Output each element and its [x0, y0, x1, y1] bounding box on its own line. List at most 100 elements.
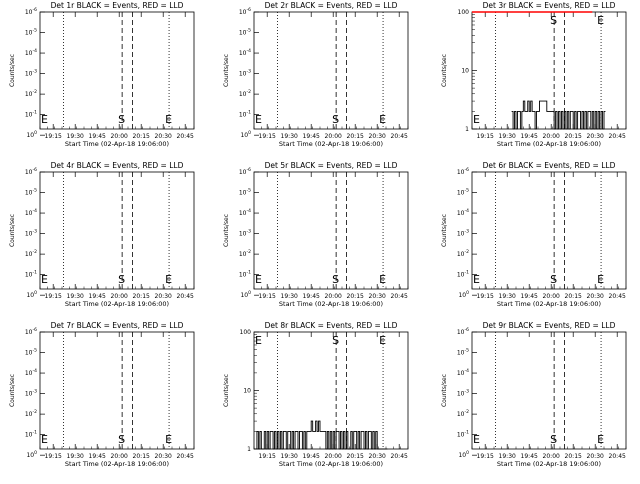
y-tick-label: 10-4 [25, 368, 37, 377]
x-tick-label: 20:30 [369, 293, 386, 300]
x-tick-label: 20:45 [177, 453, 194, 460]
y-tick-label: 100 [26, 130, 37, 139]
panel-det-9: Det 9r BLACK = Events, RED = LLD 100 10-1 1… [441, 321, 627, 468]
start-e-marker: E [41, 433, 48, 446]
y-axis-label: Counts/sec [441, 374, 448, 407]
panel-title: Det 9r BLACK = Events, RED = LLD [483, 321, 616, 330]
y-tick-label: 10-5 [457, 348, 469, 357]
y-tick-label: 10-3 [457, 229, 469, 238]
y-tick-label: 10-6 [457, 327, 469, 336]
plot-frame [253, 11, 409, 130]
y-tick-label: 100 [240, 329, 252, 336]
x-axis-label: Start Time (02-Apr-18 19:06:00) [279, 140, 383, 148]
y-tick-label: 1 [247, 446, 251, 453]
y-tick-label: 10-1 [25, 110, 37, 119]
y-tick-label: 10-4 [457, 208, 469, 217]
x-tick-label: 20:00 [111, 453, 128, 460]
panel-title: Det 6r BLACK = Events, RED = LLD [483, 161, 616, 170]
x-axis-label: Start Time (02-Apr-18 19:06:00) [65, 300, 169, 308]
panel-det-4: Det 4r BLACK = Events, RED = LLD 100 10-1 1… [9, 161, 195, 308]
y-tick-label: 100 [458, 290, 469, 299]
y-tick-label: 10-5 [25, 348, 37, 357]
x-tick-label: 19:30 [499, 453, 516, 460]
y-tick-label: 10-3 [457, 389, 469, 398]
x-tick-label: 19:45 [521, 453, 538, 460]
panel-det-3: Det 3r BLACK = Events, RED = LLD 1 10 100 Co… [441, 1, 627, 148]
x-tick-label: 19:45 [89, 453, 106, 460]
panel-title: Det 2r BLACK = Events, RED = LLD [265, 1, 398, 10]
x-tick-label: 19:45 [303, 453, 320, 460]
s-marker: S [118, 433, 125, 446]
x-tick-label: 20:30 [369, 453, 386, 460]
e-marker: E [379, 273, 386, 286]
e-marker: E [379, 334, 386, 347]
y-tick-label: 10-1 [457, 430, 469, 439]
x-axis-label: Start Time (02-Apr-18 19:06:00) [497, 460, 601, 468]
y-tick-label: 10-6 [25, 327, 37, 336]
panel-det-1: Det 1r BLACK = Events, RED = LLD 100 10-1 1… [9, 1, 195, 148]
start-e-marker: E [255, 113, 262, 126]
x-tick-label: 19:15 [45, 133, 62, 140]
x-tick-label: 20:45 [391, 293, 408, 300]
x-tick-label: 20:00 [543, 133, 560, 140]
y-tick-label: 10-3 [239, 69, 251, 78]
y-tick-label: 100 [26, 290, 37, 299]
y-tick-label: 10-5 [239, 188, 251, 197]
panel-title: Det 8r BLACK = Events, RED = LLD [265, 321, 398, 330]
x-tick-label: 20:15 [347, 453, 364, 460]
x-axis-label: Start Time (02-Apr-18 19:06:00) [497, 300, 601, 308]
y-tick-label: 10-2 [457, 249, 469, 258]
x-tick-label: 20:45 [391, 133, 408, 140]
y-axis-label: Counts/sec [9, 54, 16, 87]
plot-frame [471, 331, 627, 450]
panel-title: Det 4r BLACK = Events, RED = LLD [51, 161, 184, 170]
panel-title: Det 5r BLACK = Events, RED = LLD [265, 161, 398, 170]
e-marker: E [165, 273, 172, 286]
x-tick-label: 20:30 [369, 133, 386, 140]
x-tick-label: 20:45 [609, 453, 626, 460]
s-marker: S [118, 273, 125, 286]
plot-frame [471, 171, 627, 290]
y-tick-label: 10-5 [25, 188, 37, 197]
y-tick-label: 10-2 [239, 249, 251, 258]
panel-det-8: Det 8r BLACK = Events, RED = LLD 1 10 100 Co… [223, 321, 409, 468]
start-e-marker: E [41, 113, 48, 126]
plot-frame [253, 171, 409, 290]
x-tick-label: 19:15 [45, 293, 62, 300]
y-tick-label: 10-1 [239, 110, 251, 119]
x-tick-label: 19:30 [499, 133, 516, 140]
x-tick-label: 20:30 [155, 293, 172, 300]
x-tick-label: 20:15 [565, 293, 582, 300]
x-tick-label: 19:45 [89, 293, 106, 300]
x-tick-label: 20:00 [325, 133, 342, 140]
e-marker: E [165, 113, 172, 126]
x-tick-label: 19:15 [477, 293, 494, 300]
y-tick-label: 100 [26, 450, 37, 459]
x-tick-label: 20:15 [347, 133, 364, 140]
x-tick-label: 20:45 [609, 293, 626, 300]
start-e-marker: E [41, 273, 48, 286]
x-tick-label: 19:15 [477, 453, 494, 460]
y-axis-label: Counts/sec [441, 214, 448, 247]
y-tick-label: 10-2 [457, 409, 469, 418]
x-tick-label: 19:30 [67, 453, 84, 460]
x-tick-label: 20:15 [133, 133, 150, 140]
y-tick-label: 10-4 [239, 208, 251, 217]
x-tick-label: 20:15 [133, 453, 150, 460]
y-tick-label: 10-3 [25, 389, 37, 398]
plot-frame [39, 11, 195, 130]
y-tick-label: 10-3 [25, 69, 37, 78]
panel-det-6: Det 6r BLACK = Events, RED = LLD 100 10-1 1… [441, 161, 627, 308]
x-tick-label: 20:15 [565, 133, 582, 140]
start-e-marker: E [473, 433, 480, 446]
y-tick-label: 100 [458, 9, 470, 16]
x-tick-label: 19:45 [521, 133, 538, 140]
start-e-marker: E [255, 334, 262, 347]
y-tick-label: 10-3 [239, 229, 251, 238]
start-e-marker: E [473, 113, 480, 126]
x-tick-label: 20:45 [609, 133, 626, 140]
y-tick-label: 10-4 [457, 368, 469, 377]
x-tick-label: 19:30 [281, 453, 298, 460]
e-marker: E [379, 113, 386, 126]
